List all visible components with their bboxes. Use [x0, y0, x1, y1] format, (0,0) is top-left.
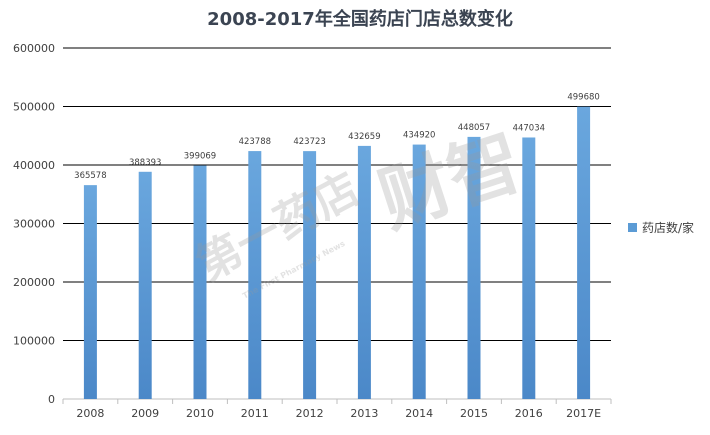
x-tick-label: 2010 [186, 407, 214, 420]
chart-title: 2008-2017年全国药店门店总数变化 [207, 8, 513, 30]
data-label: 423723 [293, 137, 325, 147]
x-tick-label: 2016 [515, 407, 543, 420]
y-tick-label: 0 [48, 393, 55, 406]
data-label: 499680 [567, 93, 599, 103]
watermark-brand: 财智 [369, 119, 532, 243]
bar [412, 144, 426, 399]
data-label: 399069 [184, 152, 216, 162]
bar [577, 106, 591, 400]
bar [303, 151, 317, 399]
y-tick-label: 500000 [13, 101, 55, 114]
legend-label: 药店数/家 [642, 220, 694, 235]
bar [193, 165, 207, 399]
y-tick-label: 300000 [13, 218, 55, 231]
y-tick-label: 100000 [13, 335, 55, 348]
x-tick-label: 2015 [460, 407, 488, 420]
y-tick-label: 600000 [13, 42, 55, 55]
x-tick-label: 2011 [241, 407, 269, 420]
gridlines [63, 47, 611, 400]
x-tick-label: 2008 [76, 407, 104, 420]
bar [138, 171, 152, 399]
x-axis: 2008 2009 2010 2011 2012 2013 2014 2015 2016 2017… [62, 399, 612, 420]
data-label: 434920 [403, 131, 435, 141]
data-label: 365578 [74, 171, 106, 181]
data-label: 423788 [239, 137, 271, 147]
data-label: 432659 [348, 132, 380, 142]
x-tick-label: 2017E [566, 407, 601, 420]
data-label: 388393 [129, 158, 161, 168]
x-tick-label: 2013 [350, 407, 378, 420]
x-tick-label: 2012 [296, 407, 324, 420]
y-tick-label: 400000 [13, 159, 55, 172]
bar [357, 145, 371, 399]
legend: 药店数/家 [628, 220, 694, 235]
bar [248, 151, 262, 399]
x-tick-label: 2014 [405, 407, 433, 420]
bar [83, 185, 97, 399]
watermark-main: 第一药店 [189, 163, 368, 291]
x-tick-label: 2009 [131, 407, 159, 420]
bar [467, 136, 481, 399]
y-tick-label: 200000 [13, 276, 55, 289]
bars: 365578 388393 399069 423788 423723 432659 4349… [74, 93, 600, 400]
data-label: 448057 [458, 123, 490, 133]
legend-swatch [628, 223, 637, 232]
y-axis: 0 100000 200000 300000 400000 500000 600000 [13, 42, 55, 406]
bar [522, 137, 536, 399]
data-label: 447034 [513, 123, 545, 133]
